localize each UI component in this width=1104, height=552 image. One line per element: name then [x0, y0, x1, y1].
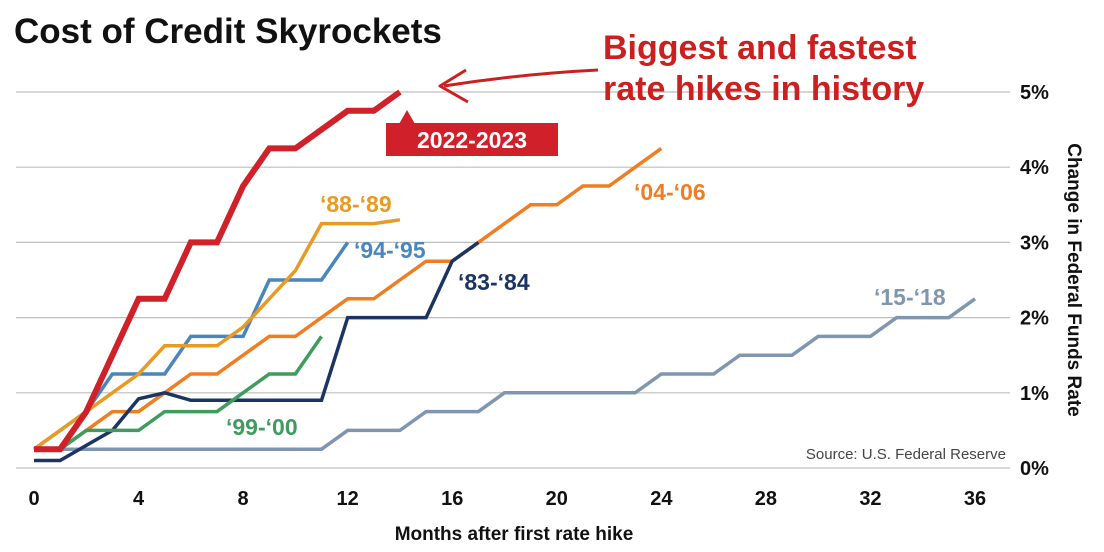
series-line-2022-2023	[34, 89, 402, 453]
y-tick-label: 3%	[1020, 232, 1049, 254]
callout-line-2: rate hikes in history	[603, 70, 924, 108]
series-label-83-84: ‘83-‘84	[458, 269, 530, 295]
x-tick-label: 16	[441, 488, 463, 510]
x-tick-label: 36	[964, 488, 986, 510]
x-tick-label: 0	[28, 488, 39, 510]
series-label-94-95: ‘94-‘95	[354, 237, 426, 263]
callout: Biggest and fastest rate hikes in histor…	[438, 29, 924, 108]
series-line-15-18	[34, 297, 977, 451]
series-label-99-00: ‘99-‘00	[226, 414, 298, 440]
chart-title: Cost of Credit Skyrockets	[14, 12, 442, 51]
x-tick-label: 12	[337, 488, 359, 510]
x-tick-label: 8	[238, 488, 249, 510]
x-tick-label: 32	[859, 488, 881, 510]
series-line-04-06	[34, 146, 663, 451]
series-label-15-18: ‘15-‘18	[874, 284, 946, 310]
x-tick-label: 24	[650, 488, 673, 510]
series-badge-2022-2023: 2022-2023	[386, 110, 558, 156]
x-axis-label: Months after first rate hike	[395, 524, 634, 545]
callout-line-1: Biggest and fastest	[603, 29, 917, 67]
series-label-04-06: ‘04-‘06	[634, 179, 706, 205]
series-line-83-84	[34, 240, 480, 463]
callout-arrow-icon	[443, 68, 599, 88]
badge-label: 2022-2023	[417, 127, 527, 153]
y-tick-label: 2%	[1020, 308, 1049, 330]
callout-arrowhead-icon	[438, 68, 469, 104]
badge-box	[386, 123, 558, 156]
series-label-88-89: ‘88-‘89	[320, 191, 392, 217]
x-tick-label: 28	[755, 488, 777, 510]
series-line-88-89	[32, 218, 401, 451]
x-tick-label: 4	[133, 488, 145, 510]
x-tick-label: 20	[546, 488, 568, 510]
y-tick-label: 4%	[1020, 157, 1049, 179]
grid-lines	[16, 91, 1010, 469]
series-line-99-00	[34, 335, 323, 451]
series-labels: ‘15-‘18 ‘04-‘06 ‘83-‘84 ‘99-‘00 ‘94-‘95 ‘88-‘…	[226, 179, 946, 440]
y-tick-label: 0%	[1020, 458, 1049, 480]
y-tick-label: 5%	[1020, 82, 1049, 104]
y-tick-label: 1%	[1020, 383, 1049, 405]
series-lines	[32, 89, 977, 463]
badge-pointer-icon	[399, 110, 415, 124]
y-axis-label: Change in Federal Funds Rate	[1063, 143, 1084, 416]
source-note: Source: U.S. Federal Reserve	[806, 446, 1006, 463]
axis-ticks: 0% 1% 2% 3% 4% 5% 0 4 8 12 16 20 24 28 32 36	[28, 82, 1049, 510]
